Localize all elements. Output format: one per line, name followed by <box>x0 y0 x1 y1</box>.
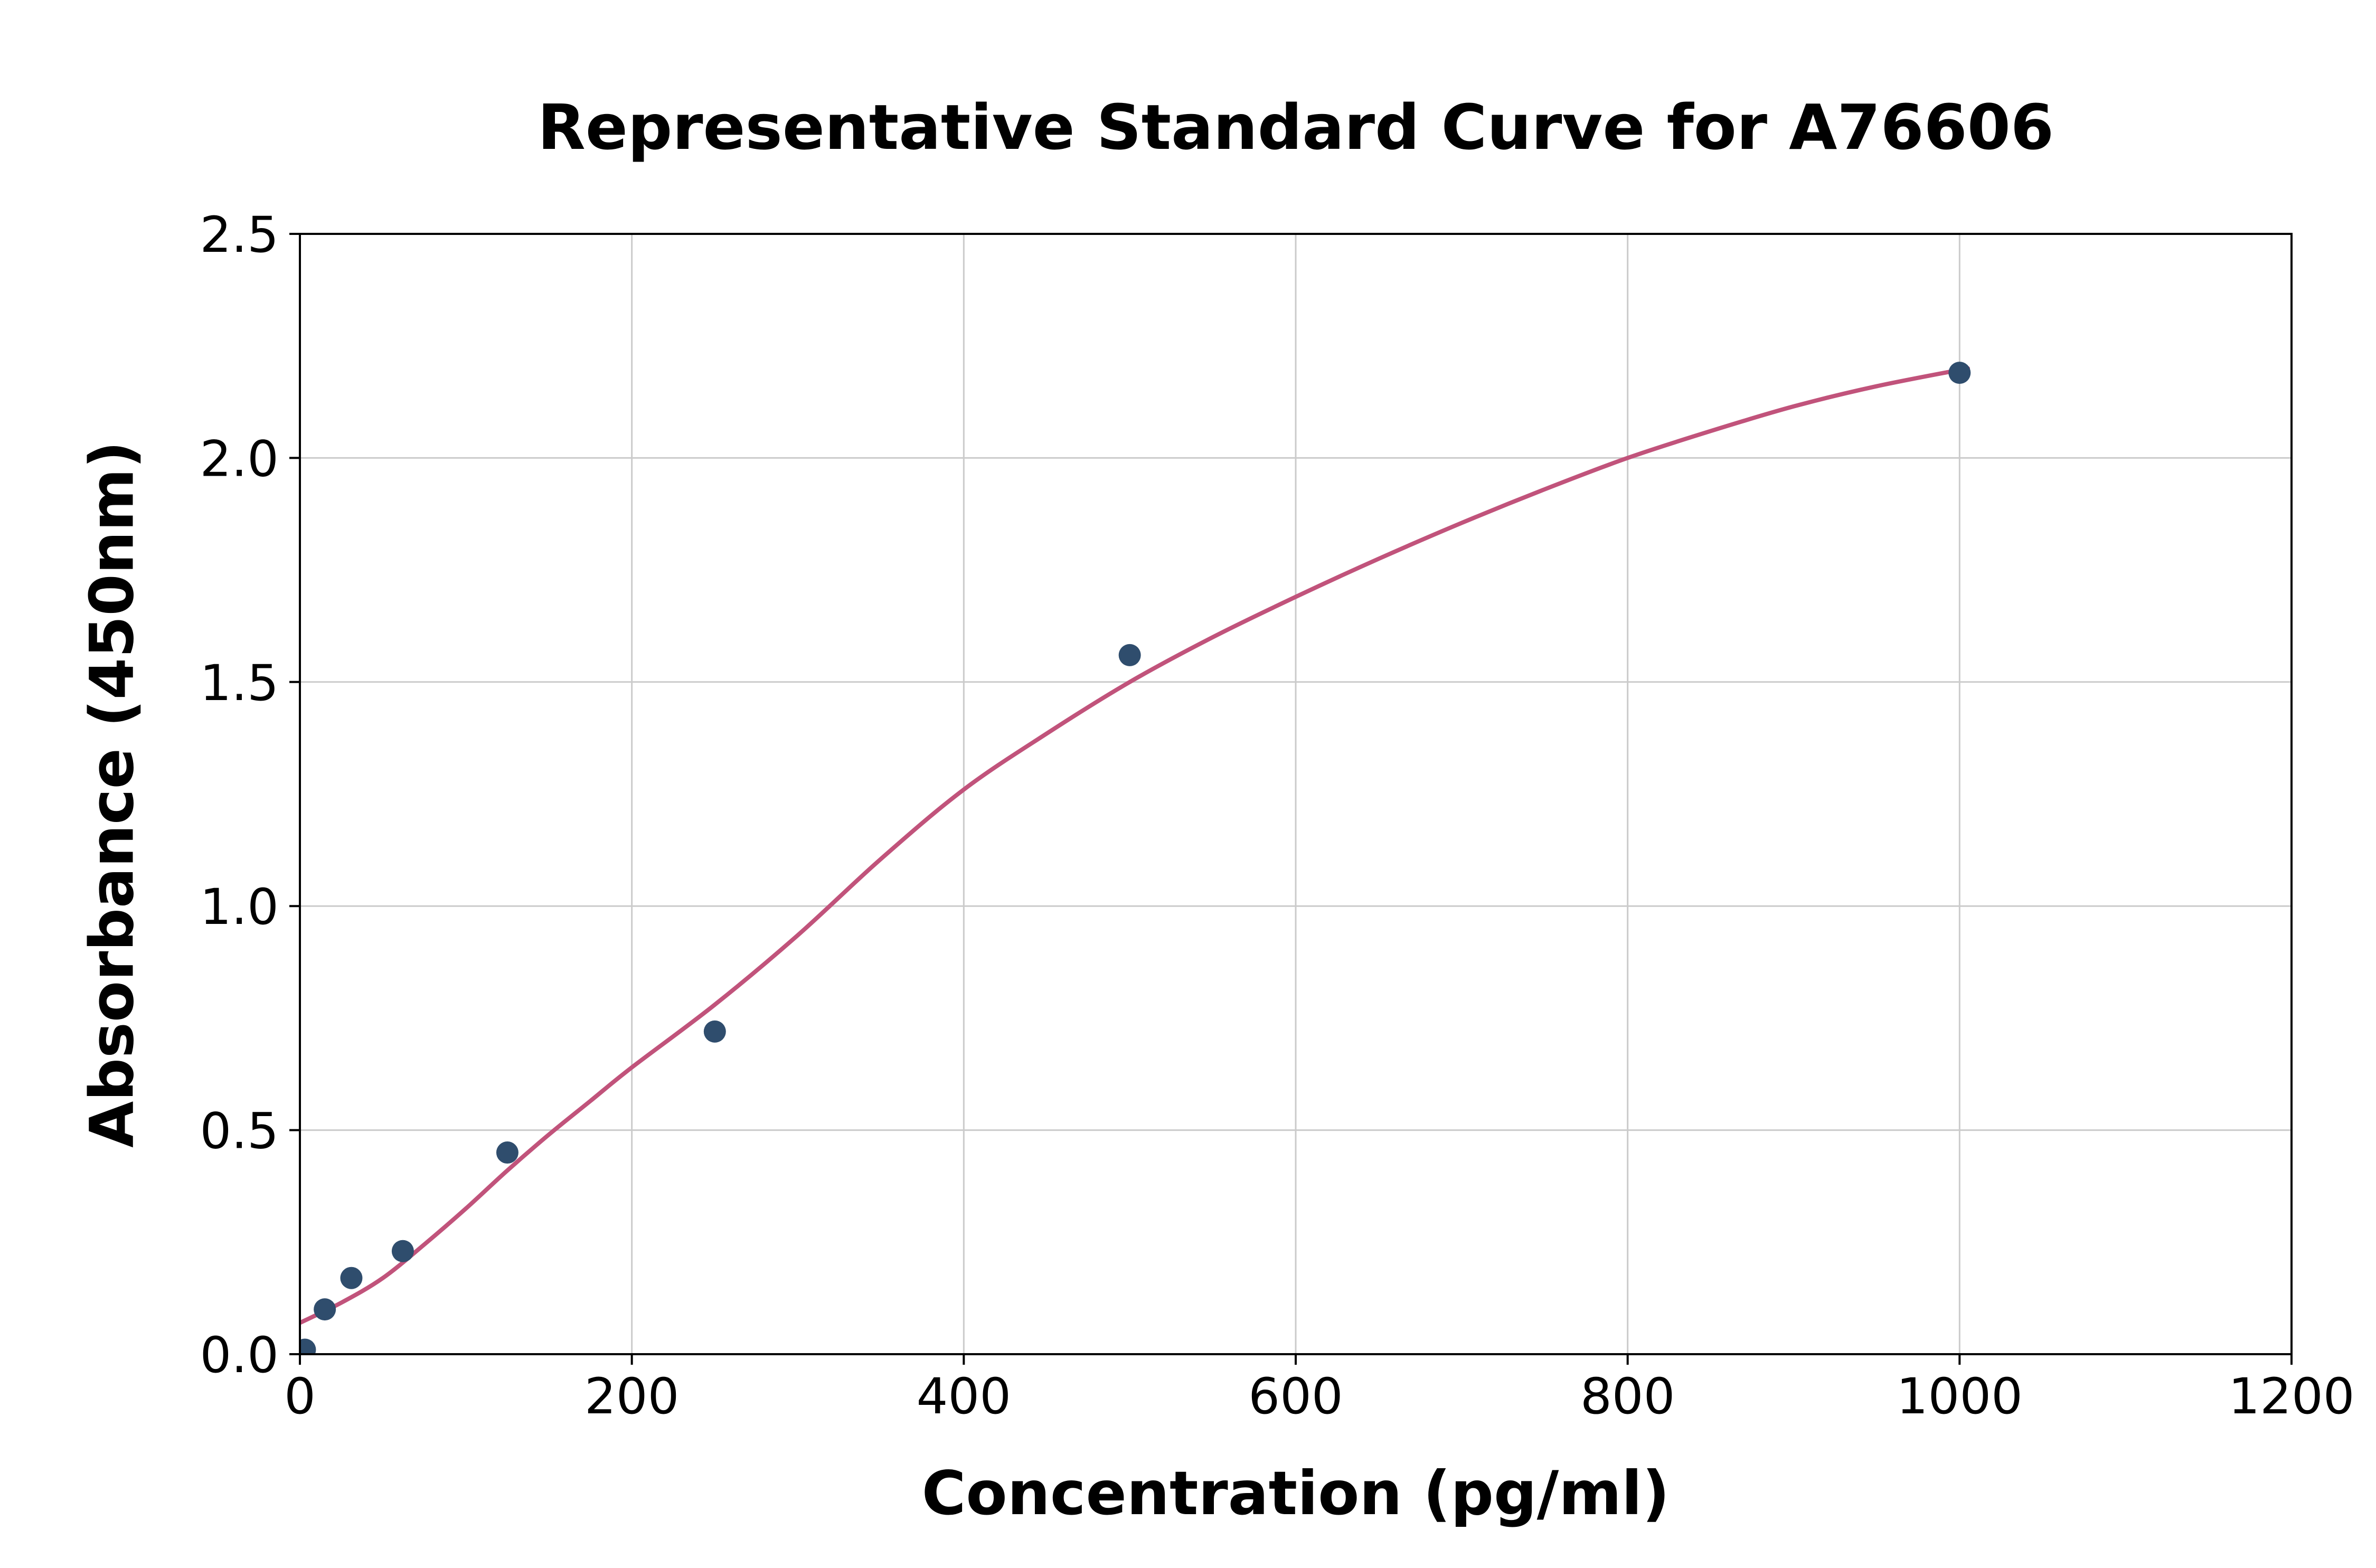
y-tick-label: 0.5 <box>200 1103 279 1160</box>
x-tick-label: 1200 <box>2228 1368 2354 1425</box>
data-point <box>703 1020 726 1043</box>
x-tick-label: 400 <box>917 1368 1011 1425</box>
data-point <box>300 1338 316 1354</box>
x-tick-label: 800 <box>1580 1368 1675 1425</box>
x-tick-label: 600 <box>1248 1368 1343 1425</box>
y-tick-label: 2.5 <box>200 206 279 264</box>
data-point <box>496 1141 518 1164</box>
y-tick-label: 1.0 <box>200 879 279 936</box>
y-tick-label: 0.0 <box>200 1327 279 1384</box>
data-point <box>314 1298 336 1321</box>
data-point <box>1948 362 1971 384</box>
x-axis-label: Concentration (pg/ml) <box>921 1458 1670 1528</box>
x-tick-label: 200 <box>584 1368 679 1425</box>
fit-curve-line <box>300 366 1970 1325</box>
series-group <box>300 362 1971 1354</box>
x-tick-label: 0 <box>284 1368 316 1425</box>
data-point <box>391 1240 414 1262</box>
x-tick-label: 1000 <box>1897 1368 2023 1425</box>
data-point <box>340 1267 363 1289</box>
chart-title: Representative Standard Curve for A76606 <box>538 91 2054 164</box>
y-tick-label: 1.5 <box>200 655 279 712</box>
data-point <box>1118 644 1141 666</box>
y-tick-label: 2.0 <box>200 430 279 488</box>
